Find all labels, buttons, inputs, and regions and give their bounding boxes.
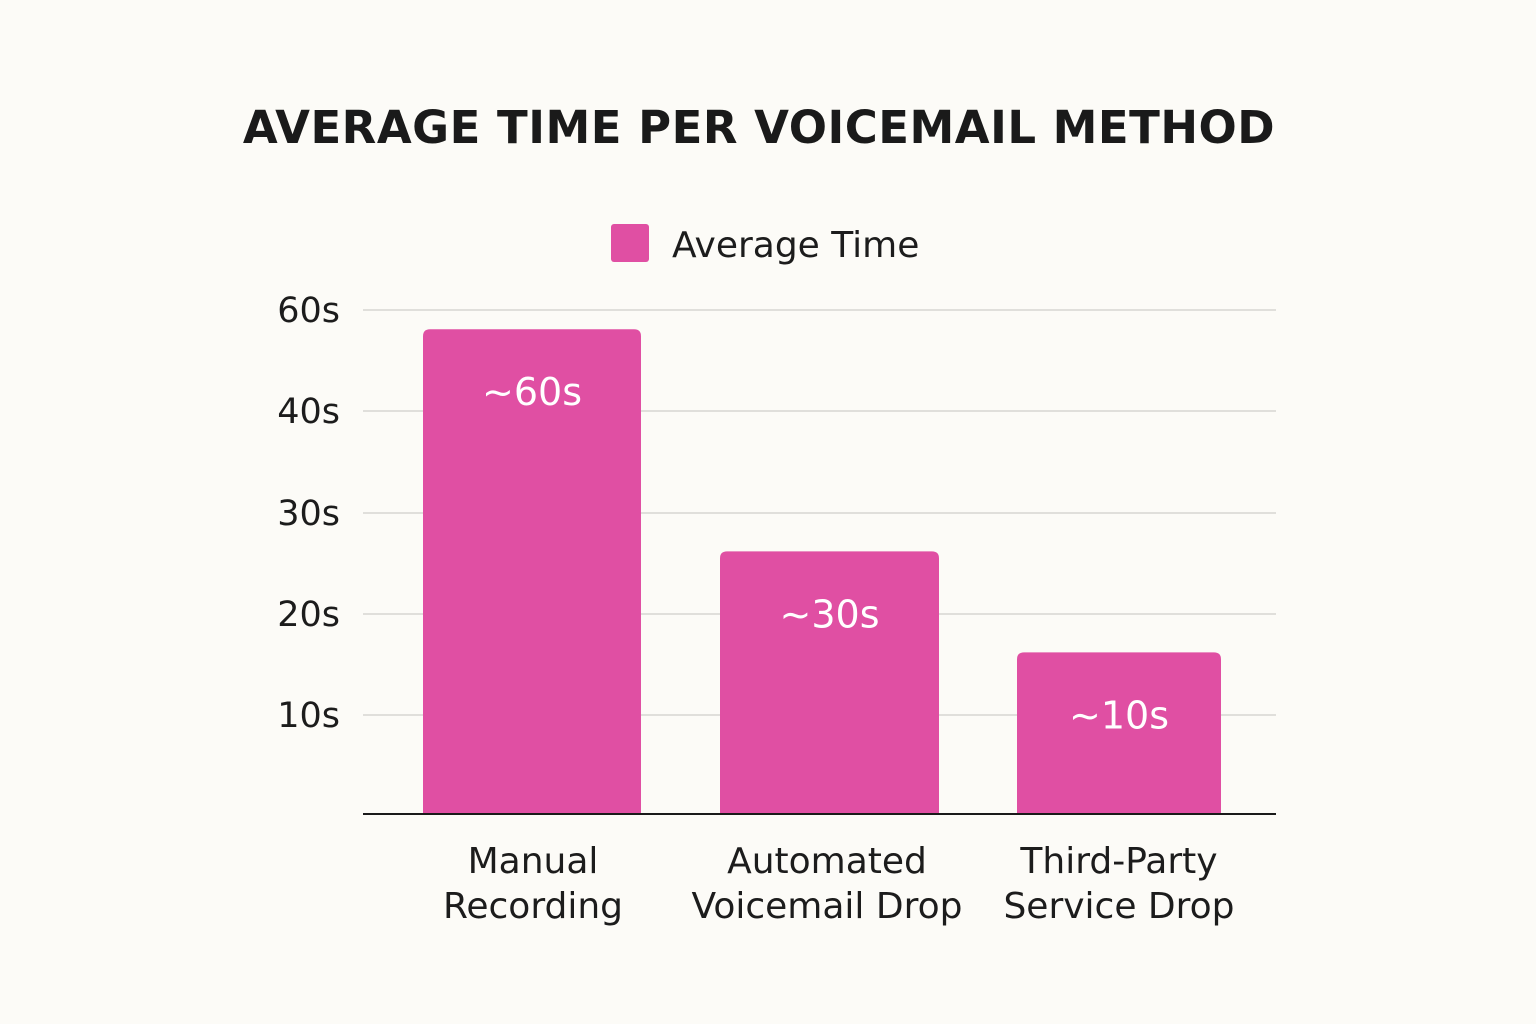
bar xyxy=(1017,652,1221,814)
bar xyxy=(423,329,641,814)
bar xyxy=(720,551,939,814)
bar-data-label: ~30s xyxy=(780,592,880,636)
bar-data-label: ~60s xyxy=(482,370,582,414)
x-category-label: Manual xyxy=(468,841,599,882)
x-category-label: Voicemail Drop xyxy=(692,886,963,927)
y-axis: 10s 20s 30s 40s 60s xyxy=(277,291,340,736)
chart-title: AVERAGE TIME PER VOICEMAIL METHOD xyxy=(243,101,1275,154)
bar-data-label: ~10s xyxy=(1069,693,1169,737)
y-tick-label: 20s xyxy=(277,595,340,635)
bars: ~60s ~30s ~10s xyxy=(423,329,1221,814)
x-category-label: Third-Party xyxy=(1019,841,1217,882)
legend-label: Average Time xyxy=(672,225,919,266)
y-tick-label: 10s xyxy=(277,696,340,736)
x-category-label: Automated xyxy=(727,841,927,882)
y-tick-label: 30s xyxy=(277,494,340,534)
x-category-label: Recording xyxy=(443,886,623,927)
legend-swatch xyxy=(611,224,649,262)
y-tick-label: 60s xyxy=(277,291,340,331)
y-tick-label: 40s xyxy=(277,392,340,432)
x-category-label: Service Drop xyxy=(1003,886,1234,927)
legend: Average Time xyxy=(611,224,919,266)
